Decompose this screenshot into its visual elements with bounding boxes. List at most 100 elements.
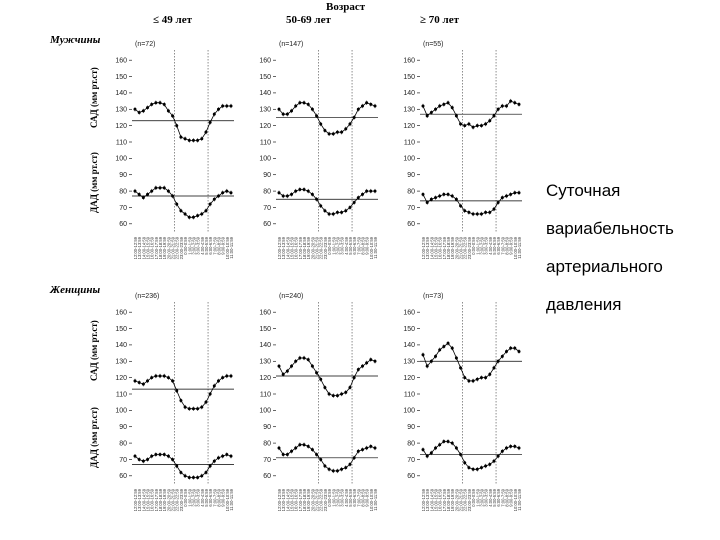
panel-2-ytick-label: 80 [263,188,271,195]
caption-line-1: Суточная [546,181,621,200]
panel-4-dbp-point [154,453,158,457]
panel-3-sbp-point [450,106,454,110]
panel-6-dbp-point [421,448,425,452]
panel-6-dbp-point [492,459,496,463]
panel-4-ytick-label: 140 [115,342,127,349]
panel-5-xtick-label: 5:00-5:59 [348,488,353,506]
panel-1-xtick-label: 11:00-11:59 [229,236,234,258]
panel-3-xtick-label: 8:00-8:59 [505,236,510,254]
panel-5-sbp-point [290,364,294,368]
panel-3-dbp-point [513,191,517,195]
panel-5-xtick-label: 14:00-14:59 [285,488,290,511]
panel-4-dbp-line [134,454,232,478]
panel-5-xtick-label: 10:00-10:59 [369,488,374,511]
panel-6-ytick-label: 120 [403,375,415,382]
panel-1-sbp-point [204,130,208,134]
panel-4-sbp-point [166,376,170,380]
panel-2-xtick-label: 15:00-15:59 [290,236,295,259]
panel-5-sbp-point [323,385,327,389]
panel-3-xtick-label: 15:00-15:59 [434,236,439,259]
panel-2-sbp-point [298,101,302,105]
panel-1-dbp-point [141,196,145,200]
panel-2-ytick-label: 110 [260,139,271,146]
panel-4-xtick-label: 7:00-7:59 [212,488,217,506]
panel-5-xtick-label: 15:00-15:59 [290,488,295,511]
panel-3-sbp-point [429,111,433,115]
panel-3-dbp-point [425,201,429,205]
panel-3-dbp-point [438,194,442,198]
panel-1-xtick-label: 15:00-15:59 [146,236,151,259]
panel-1-ytick-label: 160 [115,57,127,64]
panel-3-sbp-point [438,104,442,108]
panel-3-xtick-label: 5:00-5:59 [492,236,497,254]
panel-5-dbp-point [323,464,327,468]
panel-1-xtick-label: 1:00-1:59 [187,236,192,254]
panel-6-sbp-line [422,342,520,382]
panel-2-dbp-point [335,210,339,214]
panel-1-sbp-point [196,138,200,142]
panel-4-xtick-label: 8:00-8:59 [217,488,222,506]
panel-3-ytick-label: 140 [403,90,415,97]
panel-4-sbp-point [212,384,216,388]
panel-1-dbp-point [166,189,170,193]
panel-3-xtick-label: 2:00-2:59 [479,236,484,254]
panel-3-sbp-point [496,107,500,111]
panel-3-dbp-point [504,194,508,198]
panel-6-dbp-point [475,467,479,471]
panel-5-sbp-point [281,372,285,376]
panel-3-xtick-label: 7:00-7:59 [500,236,505,254]
panel-3-dbp-point [421,192,425,196]
panel-4-dbp-point [146,457,150,461]
panel-6-dbp-point [504,446,508,450]
panel-5-sbp-point [365,361,369,365]
panel-2-dbp-point [310,192,314,196]
panel-3-sbp-point [513,101,517,105]
panel-5-sbp-point [344,390,348,394]
panel-5-dbp-point [310,448,314,452]
panel-4-xtick-label: 0:00-0:59 [183,488,188,506]
panel-2-sbp-point [290,109,294,113]
panel-5-dbp-point [290,449,294,453]
panel-2-sbp-point [327,132,331,136]
panel-3-xtick-label: 14:00-14:59 [429,236,434,259]
panel-5-xtick-label: 13:00-13:59 [281,488,286,511]
panel-3-dbp-point [475,212,479,216]
panel-1-sbp-point [146,106,150,110]
panel-2-sbp-point [331,132,335,136]
panel-2-xtick-label: 13:00-13:59 [281,236,286,259]
panel-5-sbp-point [356,367,360,371]
panel-6-dbp-point [463,461,467,465]
panel-6-xtick-label: 6:00-6:59 [496,488,501,506]
panel-4-ytick-label: 120 [115,375,127,382]
panel-1-dbp-point [200,212,204,216]
panel-4-xtick-label: 14:00-14:59 [141,488,146,511]
panel-6-ytick-label: 160 [403,309,415,316]
panel-3-sbp-point [446,101,450,105]
panel-2-ytick-label: 90 [263,172,271,179]
panel-1-sbp-point [187,138,191,142]
panel-5-sbp-point [298,356,302,360]
panel-3-ytick-label: 150 [403,74,415,81]
panel-1-dbp-point [150,189,154,193]
panel-5-sbp-point [348,385,352,389]
panel-1-ytick-label: 120 [115,123,127,130]
panel-2-n-label: (n=147) [279,41,303,48]
panel-6-sbp-point [454,356,458,360]
panel-4-xtick-label: 4:00-4:59 [200,488,205,506]
panel-4-xtick-label: 12:00-12:59 [133,488,138,511]
panel-3-xtick-label: 13:00-13:59 [425,236,430,259]
panel-6-dbp-point [442,439,446,443]
panel-4-dbp-point [221,454,225,458]
panel-4-dbp-point [171,457,175,461]
panel-4-sbp-line [134,375,231,410]
panel-2-xtick-label: 2:00-2:59 [335,236,340,254]
panel-2-sbp-point [344,127,348,131]
panel-4-xtick-label: 20:00-20:59 [166,488,171,511]
panel-2-ytick-label: 120 [259,123,271,130]
panel-3-sbp-point [434,107,438,111]
panel-4-xtick-label: 11:00-11:59 [229,488,234,510]
panel-1-dbp-point [225,189,229,193]
panel-3-ytick-label: 130 [403,107,415,114]
panel-5-ytick-label: 60 [263,473,271,480]
panel-1-xtick-label: 9:00-9:59 [221,236,226,254]
